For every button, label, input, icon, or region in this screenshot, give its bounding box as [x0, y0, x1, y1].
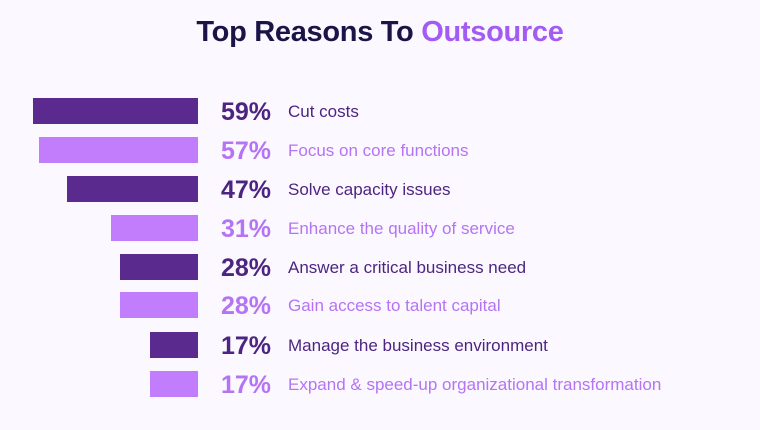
bar-8: [150, 371, 198, 397]
bar-5: [120, 254, 198, 280]
bar-1: [33, 98, 198, 124]
value-label-1: 59%: [221, 98, 271, 126]
category-label-1: Cut costs: [288, 102, 359, 121]
value-label-2: 57%: [221, 137, 271, 165]
bar-7: [150, 332, 198, 358]
value-label-3: 47%: [221, 176, 271, 204]
category-label-2: Focus on core functions: [288, 141, 468, 160]
category-label-6: Gain access to talent capital: [288, 296, 501, 315]
category-label-7: Manage the business environment: [288, 336, 548, 355]
bar-2: [39, 137, 198, 163]
value-label-6: 28%: [221, 292, 271, 320]
category-label-4: Enhance the quality of service: [288, 219, 515, 238]
bar-4: [111, 215, 198, 241]
category-label-3: Solve capacity issues: [288, 180, 451, 199]
title-prefix: Top Reasons To: [196, 16, 414, 48]
bar-3: [67, 176, 198, 202]
value-label-8: 17%: [221, 371, 271, 399]
bar-6: [120, 292, 198, 318]
category-label-8: Expand & speed-up organizational transfo…: [288, 375, 661, 394]
value-label-7: 17%: [221, 332, 271, 360]
chart-title: Top Reasons To Outsource: [0, 14, 760, 50]
category-label-5: Answer a critical business need: [288, 258, 526, 277]
value-label-5: 28%: [221, 254, 271, 282]
title-highlight: Outsource: [421, 16, 564, 48]
value-label-4: 31%: [221, 215, 271, 243]
